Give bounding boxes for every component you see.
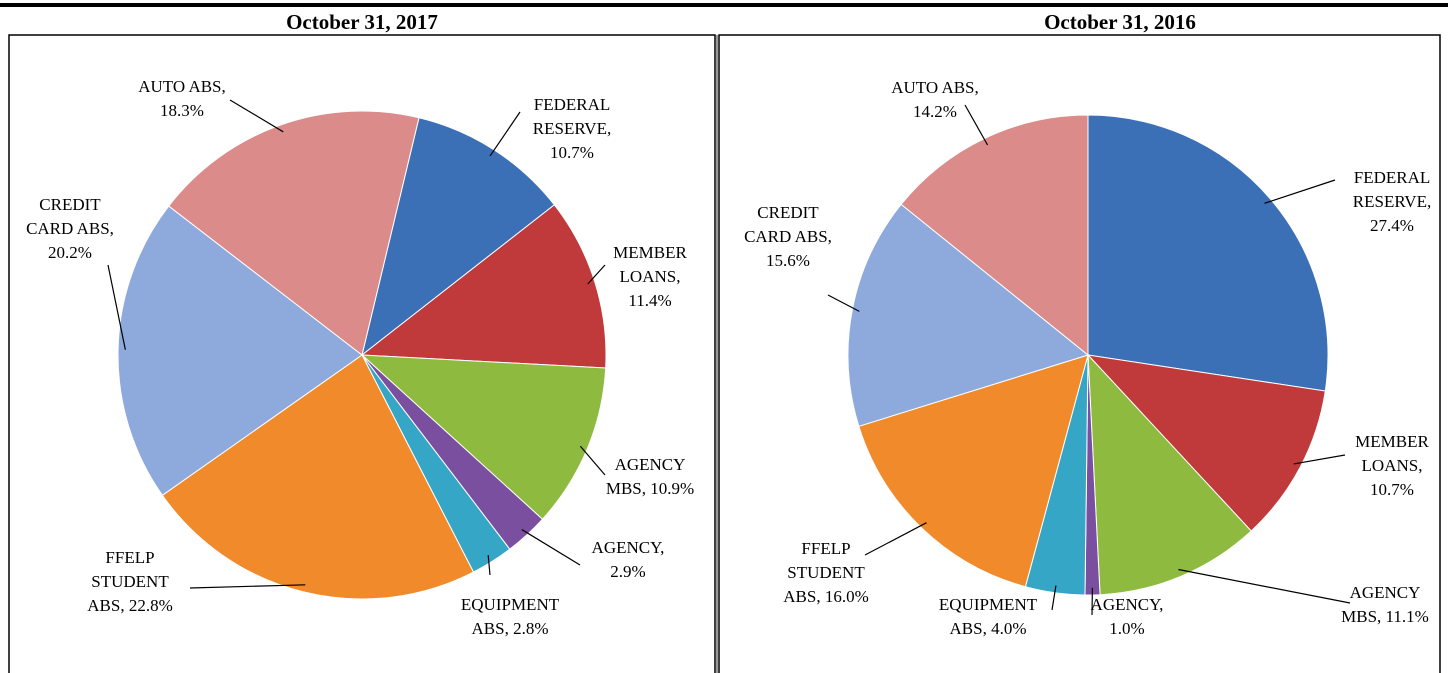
slice-label: FFELP (801, 539, 850, 558)
slice-label: 15.6% (766, 251, 810, 270)
leader-line (189, 584, 306, 589)
leader-line (579, 445, 606, 476)
slice-label: FFELP (105, 548, 154, 567)
slice-label: FEDERAL (534, 95, 611, 114)
pie-slice (168, 110, 420, 356)
slice-label: LOANS, (1362, 456, 1423, 475)
slice-label: AGENCY, (592, 538, 665, 557)
slice-label: LOANS, (620, 267, 681, 286)
slice-label: 1.0% (1109, 619, 1144, 638)
pie-slice (360, 204, 607, 369)
slice-label: AUTO ABS, (891, 78, 979, 97)
slice-label: ABS, 2.8% (472, 619, 549, 638)
pie-slice (360, 354, 607, 520)
slice-label: CREDIT (757, 203, 819, 222)
pie-slice (858, 354, 1089, 588)
chart-title: October 31, 2017 (286, 10, 438, 34)
pie-slice (161, 354, 475, 600)
top-rule (0, 3, 1448, 7)
pie-slice (117, 205, 363, 496)
slice-label: 10.7% (1370, 480, 1414, 499)
slice-label: 27.4% (1370, 216, 1414, 235)
leader-line (1293, 454, 1346, 465)
pie-slice (1087, 114, 1329, 392)
slice-label: CARD ABS, (744, 227, 832, 246)
leader-line (1178, 568, 1351, 604)
slice-label: RESERVE, (533, 119, 611, 138)
slice-label: MEMBER (1355, 432, 1429, 451)
slice-label: 18.3% (160, 101, 204, 120)
slice-label: AGENCY (1350, 583, 1421, 602)
slice-label: STUDENT (787, 563, 865, 582)
slice-label: AGENCY, (1091, 595, 1164, 614)
leader-line (489, 111, 521, 157)
leader-line (587, 264, 606, 285)
pie-slice (1087, 353, 1252, 596)
chart-title: October 31, 2016 (1044, 10, 1196, 34)
slice-label: 20.2% (48, 243, 92, 262)
slice-label: ABS, 22.8% (87, 596, 172, 615)
leader-line (229, 99, 284, 133)
slice-label: EQUIPMENT (461, 595, 560, 614)
slice-label: 2.9% (610, 562, 645, 581)
panel-frame (718, 34, 1441, 673)
pie-slice (1086, 354, 1326, 532)
slice-label: CREDIT (39, 195, 101, 214)
leader-line (1264, 179, 1336, 204)
slice-label: MBS, 10.9% (606, 479, 694, 498)
leader-line (864, 522, 927, 556)
slice-label: MBS, 11.1% (1341, 607, 1429, 626)
leader-line (827, 294, 860, 312)
leader-line (487, 555, 491, 576)
leader-line (1051, 585, 1057, 611)
slice-label: 10.7% (550, 143, 594, 162)
slice-label: MEMBER (613, 243, 687, 262)
leader-line (964, 104, 989, 146)
slice-label: EQUIPMENT (939, 595, 1038, 614)
leader-line (521, 529, 581, 566)
panel-frame (8, 34, 716, 673)
slice-label: AUTO ABS, (138, 77, 226, 96)
slice-label: ABS, 16.0% (783, 587, 868, 606)
slice-label: AGENCY (615, 455, 686, 474)
slice-label: RESERVE, (1353, 192, 1431, 211)
leader-line (107, 264, 126, 350)
slice-label: 11.4% (628, 291, 671, 310)
slice-label: FEDERAL (1354, 168, 1431, 187)
slice-label: 14.2% (913, 102, 957, 121)
slice-label: ABS, 4.0% (950, 619, 1027, 638)
pie-slice (847, 203, 1090, 427)
slice-label: STUDENT (91, 572, 169, 591)
slice-label: CARD ABS, (26, 219, 114, 238)
